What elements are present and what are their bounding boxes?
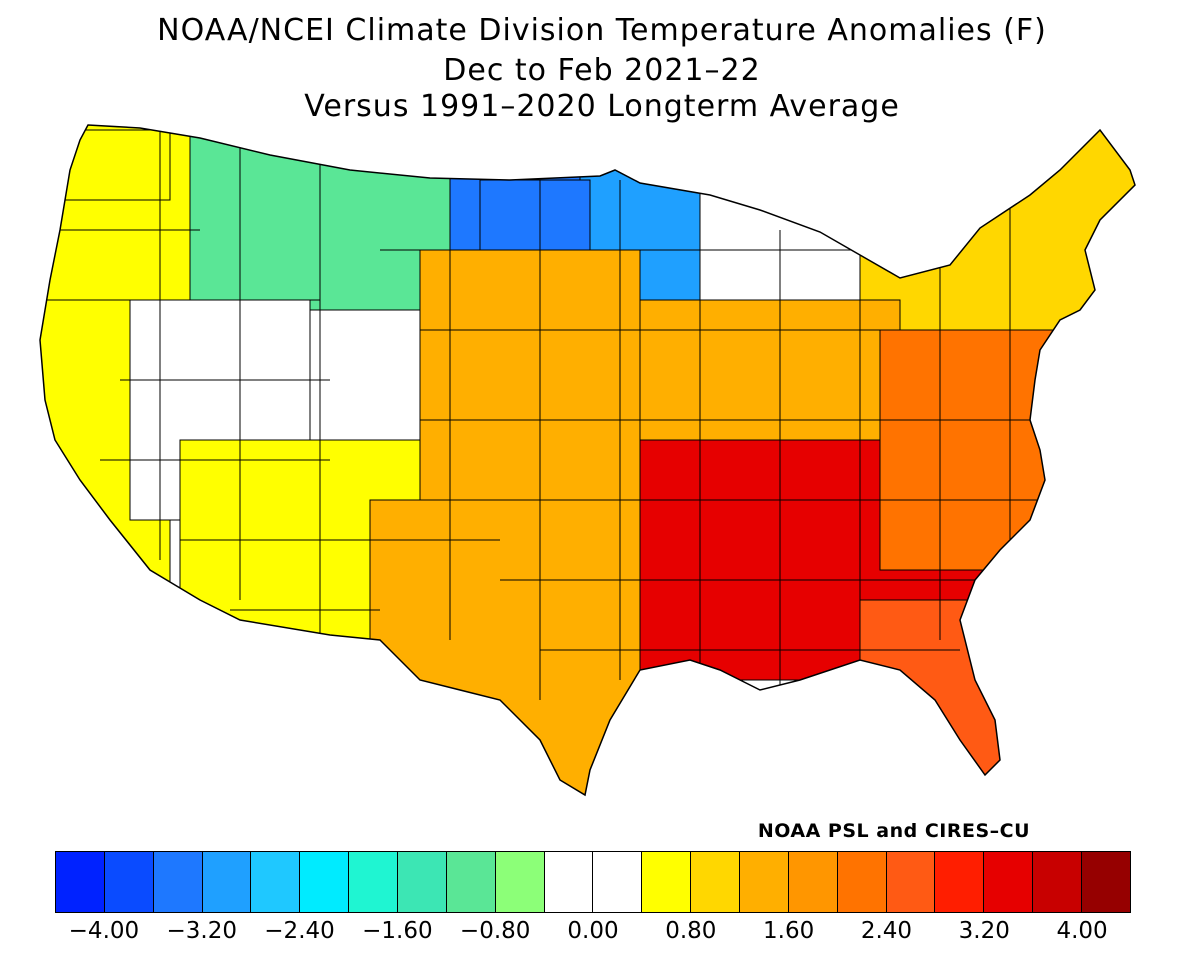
legend-swatch [886, 852, 936, 912]
legend-swatch [642, 852, 692, 912]
legend-swatch [251, 852, 301, 912]
map-region [879, 329, 1061, 571]
division-boundaries [60, 125, 1040, 700]
credit-label: NOAA PSL and CIRES–CU [757, 820, 1030, 842]
legend-swatch [1082, 852, 1130, 912]
legend-swatch [984, 852, 1034, 912]
legend-swatch [495, 852, 545, 912]
legend-tick-label: −1.60 [362, 918, 433, 944]
legend-swatch [837, 852, 887, 912]
legend-tick-label: 0.80 [665, 918, 717, 944]
color-legend [55, 851, 1131, 913]
legend-tick-label: 4.00 [1056, 918, 1108, 944]
legend-swatch [935, 852, 985, 912]
map-title: NOAA/NCEI Climate Division Temperature A… [157, 13, 1047, 48]
legend-ticks: −4.00 −3.20 −2.40 −1.60 −0.80 0.00 0.80 1.60 2.4… [0, 918, 1204, 948]
legend-tick-label: −4.00 [68, 918, 140, 944]
legend-swatch [544, 852, 594, 912]
map-region [59, 129, 171, 201]
legend-swatch [56, 852, 105, 912]
legend-tick-label: 2.40 [860, 918, 913, 944]
legend-swatch [349, 852, 399, 912]
map-region [479, 179, 591, 251]
legend-swatch [740, 852, 789, 912]
map-region [419, 249, 641, 531]
legend-tick-label: −0.80 [459, 918, 531, 944]
legend-swatch [104, 852, 154, 912]
map-region [369, 499, 671, 795]
legend-tick-label: −2.40 [264, 918, 335, 944]
legend-swatch [691, 852, 741, 912]
legend-swatch [593, 852, 643, 912]
legend-tick-label: 3.20 [958, 918, 1010, 944]
legend-swatch [1033, 852, 1083, 912]
us-anomaly-map [39, 124, 1136, 796]
map-subtitle-baseline: Versus 1991–2020 Longterm Average [304, 89, 900, 124]
legend-swatch [153, 852, 203, 912]
legend-swatch [300, 852, 350, 912]
map-subtitle-period: Dec to Feb 2021–22 [443, 53, 761, 88]
legend-swatch [202, 852, 252, 912]
legend-tick-label: 0.00 [567, 918, 619, 944]
legend-tick-label: 1.60 [763, 918, 815, 944]
legend-swatch [788, 852, 838, 912]
legend-tick-label: −3.20 [166, 918, 237, 944]
legend-swatch [398, 852, 447, 912]
legend-swatch [446, 852, 496, 912]
